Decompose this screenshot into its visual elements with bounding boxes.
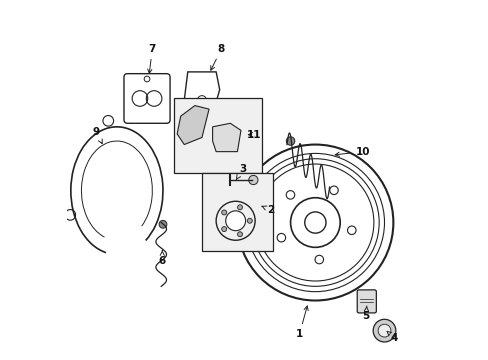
Circle shape — [377, 324, 390, 337]
Circle shape — [221, 226, 226, 231]
Text: 7: 7 — [147, 44, 156, 73]
Circle shape — [248, 175, 258, 185]
Circle shape — [237, 205, 242, 210]
Text: 8: 8 — [210, 44, 224, 70]
Circle shape — [285, 191, 294, 199]
Circle shape — [221, 210, 226, 215]
Circle shape — [314, 255, 323, 264]
Circle shape — [347, 226, 355, 234]
Circle shape — [237, 232, 242, 237]
Text: 5: 5 — [362, 306, 369, 321]
Circle shape — [372, 319, 395, 342]
Text: 2: 2 — [262, 205, 274, 215]
Circle shape — [304, 212, 325, 233]
Polygon shape — [177, 105, 209, 145]
Text: 6: 6 — [158, 250, 165, 266]
Text: 9: 9 — [93, 127, 102, 144]
Text: 3: 3 — [236, 165, 246, 180]
Circle shape — [329, 186, 338, 194]
Polygon shape — [212, 123, 241, 152]
FancyBboxPatch shape — [356, 290, 376, 313]
Text: 4: 4 — [386, 331, 397, 343]
Circle shape — [225, 211, 245, 231]
Bar — [173, 99, 262, 173]
Text: 10: 10 — [334, 147, 370, 157]
Circle shape — [277, 233, 285, 242]
Circle shape — [286, 137, 294, 145]
Circle shape — [159, 220, 166, 228]
Text: 1: 1 — [295, 306, 307, 339]
Text: 11: 11 — [246, 130, 261, 140]
Circle shape — [247, 218, 252, 223]
Bar — [202, 173, 272, 251]
